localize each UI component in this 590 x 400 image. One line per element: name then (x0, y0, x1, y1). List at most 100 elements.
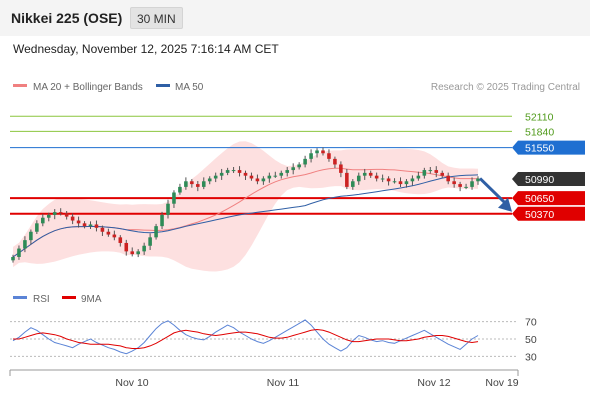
rsi-9ma-line (13, 328, 479, 349)
level-tag-50650 (512, 191, 585, 206)
candle-body (29, 231, 33, 241)
legend-ma20-swatch (13, 84, 27, 87)
level-label-52110: 52110 (525, 111, 554, 123)
candle-body (303, 158, 307, 165)
candle-body (374, 175, 379, 179)
legend-9ma-swatch (62, 296, 76, 299)
candle-body (130, 251, 135, 255)
candle-body (285, 170, 290, 173)
candle-body (166, 203, 170, 215)
credit-text: Research © 2025 Trading Central (431, 82, 580, 93)
timeframe-button[interactable]: 30 MIN (130, 7, 183, 29)
candle-body (178, 186, 182, 193)
forecast-arrow (478, 177, 512, 212)
candle-body (142, 245, 146, 252)
legend-ma20-label: MA 20 + Bollinger Bands (33, 82, 143, 93)
rsi-tick-50: 50 (525, 334, 537, 346)
candle-body (148, 237, 152, 246)
level-label-50370: 50370 (525, 209, 554, 221)
candle-body (333, 158, 337, 165)
level-tag-50990 (512, 172, 585, 187)
rsi-tick-70: 70 (525, 317, 537, 329)
candle-body (297, 164, 301, 168)
candle-body (458, 184, 462, 187)
candle-body (213, 175, 218, 179)
candle-body (76, 220, 81, 224)
candle-body (351, 181, 355, 187)
candle-body (345, 172, 349, 187)
candle-body (70, 216, 75, 221)
bollinger-band-fill (13, 141, 478, 272)
candle-body (386, 178, 391, 182)
instrument-title: Nikkei 225 (OSE) (11, 10, 123, 26)
forecast-arrow-head (498, 197, 512, 212)
rsi-tick-30: 30 (525, 351, 537, 363)
candle-body (380, 178, 385, 180)
candle-body (136, 251, 140, 255)
candle-body (398, 181, 403, 185)
candle-body (422, 170, 427, 176)
candle-body (267, 175, 272, 179)
candle-body (225, 170, 230, 173)
candle-body (410, 178, 415, 182)
candle-body (196, 184, 200, 187)
candle-body (452, 181, 456, 185)
candle-body (41, 217, 45, 224)
x-tick-label: Nov 12 (417, 377, 450, 389)
legend-ma50-label: MA 50 (175, 82, 204, 93)
candle-body (94, 224, 99, 228)
candle-body (207, 178, 212, 182)
candle-body (154, 226, 158, 238)
candle-body (339, 164, 343, 173)
candle-body (362, 172, 367, 176)
x-axis: Nov 10 Nov 11 Nov 12 Nov 19 (9, 369, 519, 389)
candle-body (112, 234, 117, 238)
candle-body (434, 170, 439, 173)
candle-body (392, 181, 397, 183)
candle-body (279, 172, 284, 176)
candle-body (368, 172, 373, 176)
candle-body (237, 170, 242, 173)
rsi-line (12, 319, 479, 355)
price-levels (10, 115, 512, 215)
candle-body (356, 175, 361, 182)
candle-body (446, 175, 450, 182)
candle-body (476, 178, 480, 182)
candle-body (46, 214, 51, 218)
level-tag-50370 (512, 206, 585, 221)
level-label-51550: 51550 (525, 143, 554, 155)
candle-body (118, 237, 123, 243)
candle-body (315, 150, 319, 154)
level-label-50650: 50650 (525, 193, 554, 205)
legend-rsi-swatch (13, 296, 27, 299)
candle-body (440, 172, 445, 176)
candle-body (428, 170, 433, 172)
legend-9ma-label: 9MA (81, 294, 102, 305)
x-tick-label: Nov 10 (115, 377, 148, 389)
chart-datetime: Wednesday, November 12, 2025 7:16:14 AM … (13, 42, 279, 56)
candle-body (124, 242, 129, 252)
candle-body (243, 172, 248, 176)
candle-body (291, 167, 295, 171)
candle-body (23, 240, 27, 249)
level-tag-51550 (512, 140, 585, 155)
candle-body (35, 223, 39, 232)
candle-body (58, 212, 63, 214)
candle-body (106, 231, 111, 235)
candle-body (249, 175, 254, 179)
level-labels: 52110 51840 51550 50990 50650 50370 (512, 111, 585, 221)
candle-body (52, 212, 57, 215)
candle-body (404, 181, 409, 185)
level-label-50990: 50990 (525, 174, 554, 186)
legend-ma50-swatch (156, 84, 170, 87)
bollinger-band (13, 141, 478, 272)
candle-body (172, 192, 176, 204)
candle-body (327, 153, 331, 159)
candle-body (273, 175, 278, 177)
candle-body (82, 223, 87, 227)
candle-body (11, 256, 15, 261)
candlesticks (11, 147, 480, 263)
candle-body (416, 175, 421, 179)
candle-body (201, 181, 206, 187)
